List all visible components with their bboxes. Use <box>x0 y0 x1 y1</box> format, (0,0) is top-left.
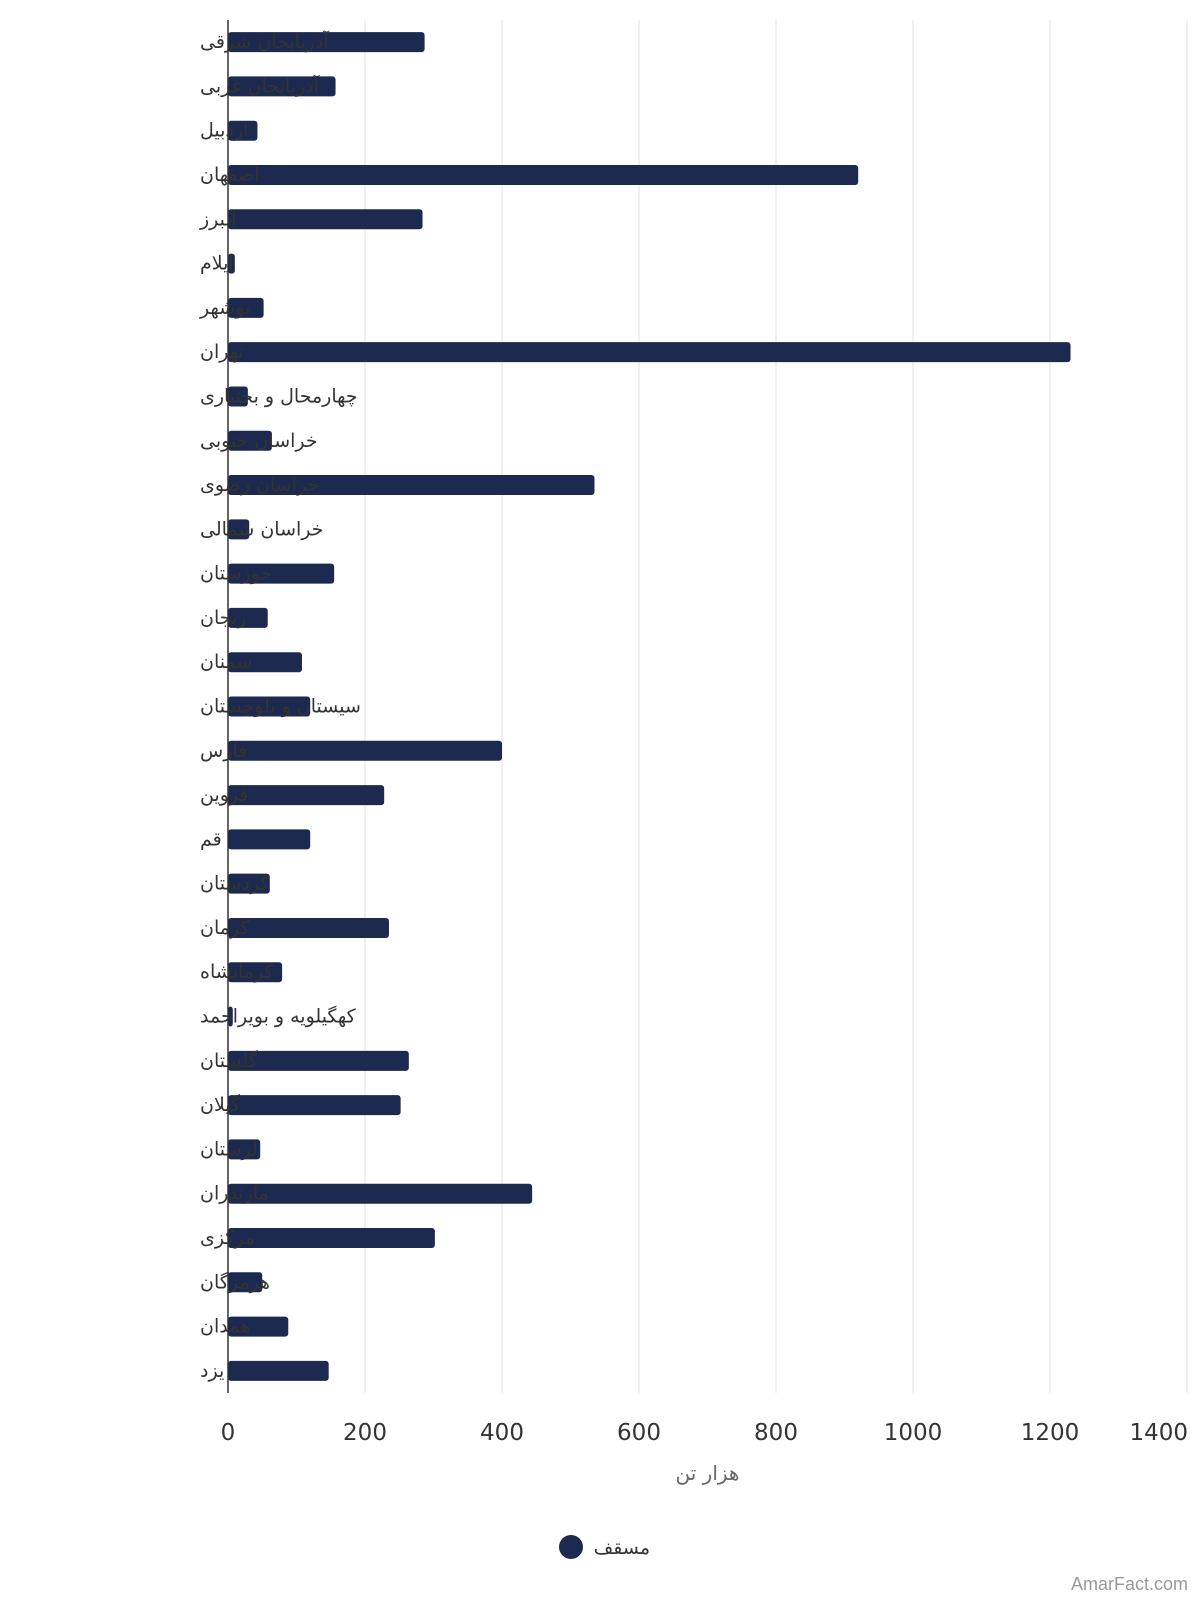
category-label: سیستان و بلوچستان <box>200 696 361 718</box>
category-label: لرستان <box>200 1138 258 1160</box>
bar[interactable] <box>228 696 311 717</box>
bar[interactable] <box>228 297 264 318</box>
category-label: خراسان رضوی <box>200 474 319 496</box>
category-label: یزد <box>200 1360 224 1382</box>
category-label: فارس <box>200 740 247 762</box>
category-label: مرکزی <box>200 1227 255 1249</box>
category-label: اصفهان <box>200 164 260 186</box>
bar[interactable] <box>228 386 248 407</box>
bar[interactable] <box>228 342 1071 363</box>
category-label: آذربایجان شرقی <box>200 29 329 53</box>
bar[interactable] <box>228 1316 289 1337</box>
bar[interactable] <box>228 430 272 451</box>
bar[interactable] <box>228 76 336 97</box>
category-label: قزوین <box>200 784 249 806</box>
bar[interactable] <box>228 1183 533 1204</box>
bar[interactable] <box>228 962 283 983</box>
category-label: تهران <box>200 341 244 363</box>
bar[interactable] <box>228 1360 329 1381</box>
legend-marker-icon <box>559 1535 583 1559</box>
legend[interactable]: مسقف <box>559 1535 650 1559</box>
category-label: چهارمحال و بختیاری <box>200 385 358 407</box>
category-label: گلستان <box>200 1049 259 1072</box>
category-label: کردستان <box>200 873 270 895</box>
bar[interactable] <box>228 253 235 274</box>
category-label: خراسان شمالی <box>200 518 324 540</box>
x-tick-labels: 0 200 400 600 800 1000 1200 1400 <box>221 1420 1188 1446</box>
x-tick-label: 400 <box>480 1420 524 1446</box>
bar[interactable] <box>228 165 859 186</box>
category-label: کرمان <box>200 917 250 939</box>
gridlines <box>364 20 1188 1393</box>
category-label: هرمزگان <box>200 1270 270 1293</box>
bar[interactable] <box>228 917 389 938</box>
bar[interactable] <box>228 873 270 894</box>
category-label: سمنان <box>200 651 252 673</box>
bar[interactable] <box>228 1139 261 1160</box>
bar[interactable] <box>228 1006 233 1027</box>
legend-label: مسقف <box>594 1537 650 1559</box>
bar[interactable] <box>228 209 423 230</box>
bar[interactable] <box>228 519 250 540</box>
x-tick-label: 600 <box>617 1420 661 1446</box>
category-label: ایلام <box>200 253 234 275</box>
bar[interactable] <box>228 829 311 850</box>
bar[interactable] <box>228 1095 401 1116</box>
bar[interactable] <box>228 652 302 673</box>
x-tick-label: 200 <box>343 1420 387 1446</box>
bar[interactable] <box>228 740 502 761</box>
x-tick-label: 1400 <box>1129 1420 1188 1446</box>
category-label: زنجان <box>200 607 246 629</box>
bars <box>228 32 1071 1381</box>
bar[interactable] <box>228 120 258 141</box>
category-labels: آذربایجان شرقی آذربایجان غربی اردبیل اصفهان… <box>199 29 361 1382</box>
category-label: البرز <box>199 208 236 230</box>
category-label: کرمانشاه <box>200 961 274 983</box>
x-tick-label: 0 <box>221 1420 236 1446</box>
bar[interactable] <box>228 785 385 806</box>
category-label: کهگیلویه و بویراحمد <box>200 1005 357 1028</box>
bar[interactable] <box>228 475 595 496</box>
credit-text[interactable]: AmarFact.com <box>1071 1574 1188 1594</box>
category-label: قم <box>200 828 222 850</box>
category-label: خوزستان <box>200 563 272 585</box>
category-label: بوشهر <box>199 297 250 319</box>
category-label: گیلان <box>200 1093 241 1116</box>
bar[interactable] <box>228 1272 263 1293</box>
bar[interactable] <box>228 1227 435 1248</box>
x-tick-label: 800 <box>754 1420 798 1446</box>
category-label: همدان <box>200 1316 250 1338</box>
bar[interactable] <box>228 32 425 53</box>
x-tick-label: 1000 <box>884 1420 943 1446</box>
bar[interactable] <box>228 563 335 584</box>
category-label: خراسان جنوبی <box>200 430 318 452</box>
bar[interactable] <box>228 1050 409 1071</box>
x-axis-title: هزار تن <box>676 1461 740 1485</box>
bar[interactable] <box>228 607 268 628</box>
category-label: آذربایجان غربی <box>200 73 320 97</box>
x-tick-label: 1200 <box>1021 1420 1080 1446</box>
category-label: مازندران <box>200 1183 269 1205</box>
category-label: اردبیل <box>200 120 248 142</box>
